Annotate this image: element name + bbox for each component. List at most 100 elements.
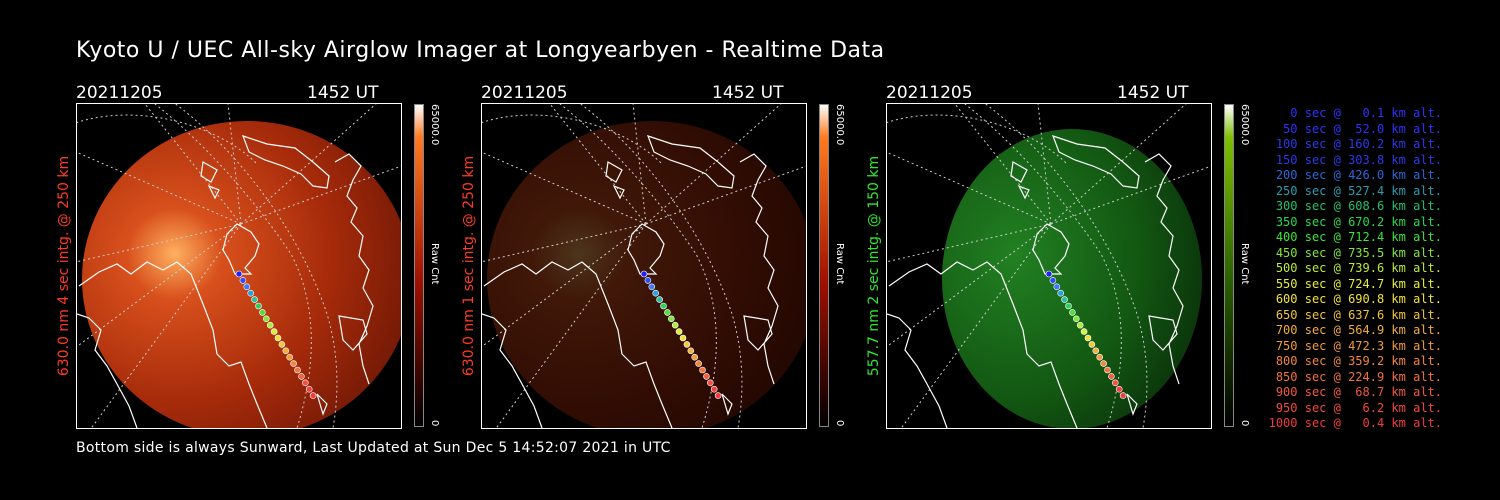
trajectory-point xyxy=(1061,296,1068,303)
trajectory-point xyxy=(1053,283,1061,291)
trajectory-point xyxy=(707,379,714,387)
coastline xyxy=(646,135,735,189)
trajectory-point xyxy=(1084,334,1092,342)
trajectory-point xyxy=(1049,277,1057,284)
panel-2-allsky-image xyxy=(481,103,807,429)
panel-2-colorbar-max: 65000.0 xyxy=(834,104,845,146)
coastline xyxy=(1148,315,1178,351)
trajectory-point xyxy=(1045,270,1053,278)
panel-2-date: 20211205 xyxy=(481,83,568,103)
panel-3-colorbar-min: 0 xyxy=(1239,420,1250,427)
panel-1-allsky-image xyxy=(76,103,402,429)
trajectory-point xyxy=(683,341,691,348)
panel-3-colorbar-max: 65000.0 xyxy=(1239,104,1250,146)
coastline xyxy=(1017,184,1030,200)
panel-2-colorbar-min: 0 xyxy=(834,420,845,427)
coastline xyxy=(1126,393,1138,416)
panel-1-colorbar-max: 65000.0 xyxy=(429,104,440,146)
grid-meridian xyxy=(900,223,1052,428)
panel-2-side-label: 630.0 nm 1 sec intg. @ 250 km xyxy=(461,155,477,377)
trajectory-point xyxy=(259,309,266,316)
footer-status: Bottom side is always Sunward, Last Upda… xyxy=(76,440,671,456)
legend-row: 800 sec @ 359.2 km alt. xyxy=(1275,354,1442,368)
grid-meridian xyxy=(482,151,647,225)
coastline xyxy=(605,161,623,183)
coastline xyxy=(338,315,368,351)
panel-3-side-label: 557.7 nm 2 sec intg. @ 150 km xyxy=(866,155,882,377)
trajectory-point xyxy=(247,289,254,297)
coastline xyxy=(612,184,625,200)
panel-1-side-label: 630.0 nm 4 sec intg. @ 250 km xyxy=(56,155,72,377)
coastline xyxy=(334,153,374,385)
coastline xyxy=(207,184,220,200)
trajectory-point xyxy=(1073,315,1080,323)
grid-meridian xyxy=(77,223,242,348)
trajectory-point xyxy=(679,334,687,342)
grid-latitude-ring xyxy=(77,114,258,165)
coastline xyxy=(1144,153,1184,385)
grid-meridian xyxy=(482,223,647,348)
coastline xyxy=(483,261,673,428)
trajectory-point xyxy=(1112,379,1119,387)
trajectory-point xyxy=(714,392,722,399)
trajectory-point xyxy=(664,309,671,316)
panel-1-date: 20211205 xyxy=(76,83,163,103)
panel-2-colorbar-unit: Raw Cnt xyxy=(834,243,845,285)
trajectory-point xyxy=(660,302,667,310)
trajectory-point xyxy=(710,385,718,393)
trajectory-point xyxy=(255,302,262,310)
grid-meridian xyxy=(495,223,647,428)
coastline xyxy=(77,313,138,428)
coastline xyxy=(721,393,733,416)
trajectory-point xyxy=(1104,366,1111,374)
trajectory-point xyxy=(691,353,698,361)
trajectory-point xyxy=(270,328,278,335)
trajectory-point xyxy=(1119,392,1127,399)
panel-1-colorbar xyxy=(414,104,424,427)
panel-1-colorbar-min: 0 xyxy=(429,420,440,427)
panel-2-colorbar xyxy=(819,104,829,427)
grid-meridian xyxy=(1037,104,1052,225)
trajectory-point xyxy=(668,315,675,323)
trajectory-point xyxy=(290,360,297,367)
legend-row: 150 sec @ 303.8 km alt. xyxy=(1275,152,1442,167)
panel-3-date: 20211205 xyxy=(886,83,973,103)
legend-row: 450 sec @ 735.5 km alt. xyxy=(1275,245,1442,260)
coastline xyxy=(241,135,330,189)
legend-row: 600 sec @ 690.8 km alt. xyxy=(1275,292,1442,306)
coastline xyxy=(316,393,328,416)
legend-row: 700 sec @ 564.9 km alt. xyxy=(1275,323,1442,337)
grid-meridian xyxy=(77,151,242,225)
trajectory-point xyxy=(671,321,679,329)
trajectory-point xyxy=(687,347,695,355)
trajectory-point xyxy=(239,277,247,284)
legend-row: 200 sec @ 426.0 km alt. xyxy=(1275,168,1442,182)
grid-meridian xyxy=(887,223,1052,348)
legend-row: 50 sec @ 52.0 km alt. xyxy=(1283,121,1442,136)
trajectory-point xyxy=(1076,321,1084,329)
legend-row: 500 sec @ 739.6 km alt. xyxy=(1275,261,1442,275)
legend-row: 250 sec @ 527.4 km alt. xyxy=(1275,183,1442,198)
trajectory-point xyxy=(1088,341,1096,348)
panel-3-colorbar xyxy=(1224,104,1234,427)
legend-row: 900 sec @ 68.7 km alt. xyxy=(1275,385,1442,399)
coastline xyxy=(739,153,779,385)
trajectory-point xyxy=(251,296,258,303)
panel-1-time: 1452 UT xyxy=(307,83,379,103)
panel-3-map-svg xyxy=(887,104,1211,428)
trajectory-point xyxy=(648,283,656,291)
coastline xyxy=(1051,135,1140,189)
trajectory-point xyxy=(309,392,317,399)
trajectory-point xyxy=(652,289,659,297)
trajectory-point xyxy=(1092,347,1100,355)
legend-row: 650 sec @ 637.6 km alt. xyxy=(1275,307,1442,322)
legend-row: 550 sec @ 724.7 km alt. xyxy=(1275,276,1442,291)
grid-latitude-ring xyxy=(559,104,717,428)
panel-1-map-svg xyxy=(77,104,401,428)
grid-latitude-ring xyxy=(154,104,312,428)
coastline xyxy=(743,315,773,351)
legend-row: 750 sec @ 472.3 km alt. xyxy=(1275,338,1442,353)
legend-row: 400 sec @ 712.4 km alt. xyxy=(1275,230,1442,244)
legend-row: 1000 sec @ 0.4 km alt. xyxy=(1268,416,1442,430)
trajectory-point xyxy=(282,347,290,355)
